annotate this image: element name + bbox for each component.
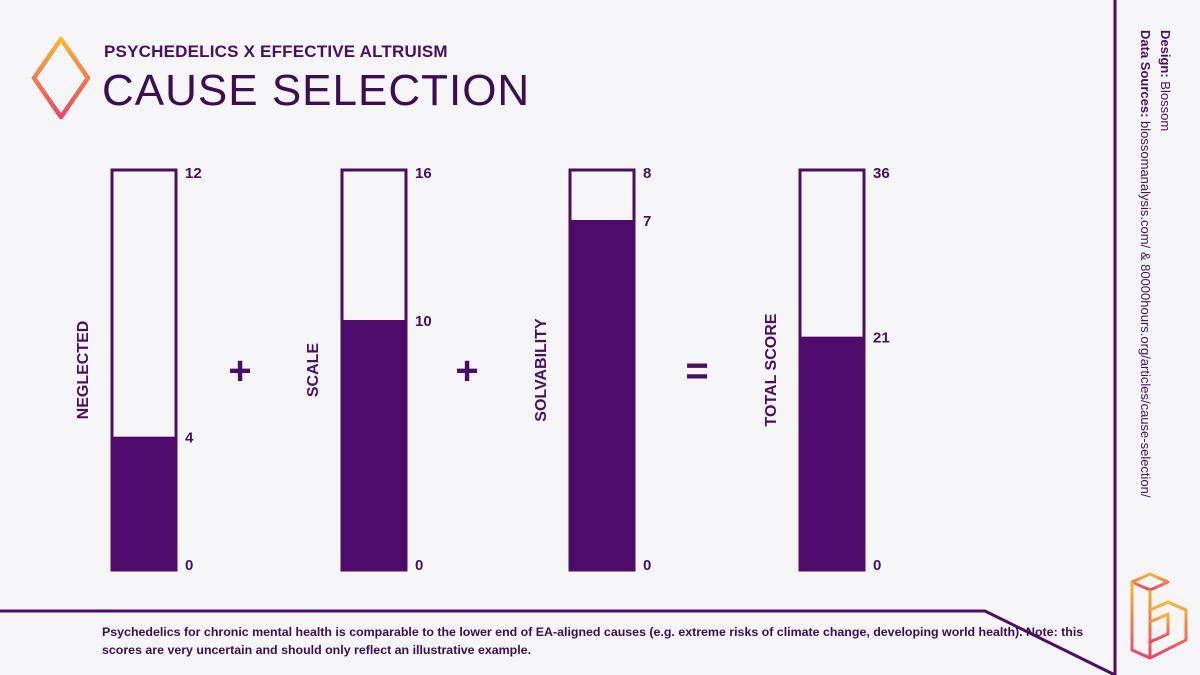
axis-label-neglected: NEGLECTED — [75, 321, 92, 420]
bar-outline-solvability — [568, 168, 636, 572]
bar-outline-total-score — [798, 168, 866, 572]
bar-scale — [342, 320, 406, 570]
tick-max-scale: 16 — [415, 165, 432, 182]
sources-label: Data Sources: — [1138, 30, 1153, 118]
bar-neglected — [112, 436, 176, 570]
bar-outline-scale — [340, 168, 408, 572]
tick-min-neglected: 0 — [185, 557, 193, 574]
data-label-scale: 10 — [415, 313, 432, 330]
tick-max-neglected: 12 — [185, 165, 202, 182]
operator-plus-1: + — [228, 349, 251, 393]
design-value: Blossom — [1158, 81, 1173, 132]
bar-outline-neglected — [110, 168, 178, 572]
operator-equals-3: = — [685, 349, 708, 393]
credits: Design: Blossom Data Sources: blossomana… — [1135, 30, 1175, 498]
axis-label-scale: SCALE — [305, 343, 322, 398]
data-label-neglected: 4 — [185, 430, 194, 447]
tick-min-total-score: 0 — [873, 557, 881, 574]
tick-max-total-score: 36 — [873, 165, 890, 182]
bar-solvability — [570, 220, 634, 570]
design-label: Design: — [1158, 30, 1173, 78]
tick-max-solvability: 8 — [643, 165, 651, 182]
operator-plus-2: + — [455, 349, 478, 393]
header-kicker: PSYCHEDELICS X EFFECTIVE ALTRUISM — [104, 42, 448, 61]
diamond-logo-icon — [31, 36, 91, 120]
tick-min-solvability: 0 — [643, 557, 651, 574]
axis-label-solvability: SOLVABILITY — [533, 318, 550, 422]
data-label-solvability: 7 — [643, 213, 651, 230]
sources-value: blossomanalysis.com/ & 80000hours.org/ar… — [1138, 121, 1153, 498]
footnote: Psychedelics for chronic mental health i… — [102, 625, 1084, 657]
bar-total-score — [800, 336, 864, 570]
blossom-b-logo-icon — [1130, 572, 1188, 660]
data-label-total-score: 21 — [873, 330, 890, 347]
bottom-divider-line — [0, 609, 1116, 675]
tick-min-scale: 0 — [415, 557, 423, 574]
page-title: CAUSE SELECTION — [102, 66, 531, 115]
axis-label-total-score: TOTAL SCORE — [763, 313, 780, 426]
